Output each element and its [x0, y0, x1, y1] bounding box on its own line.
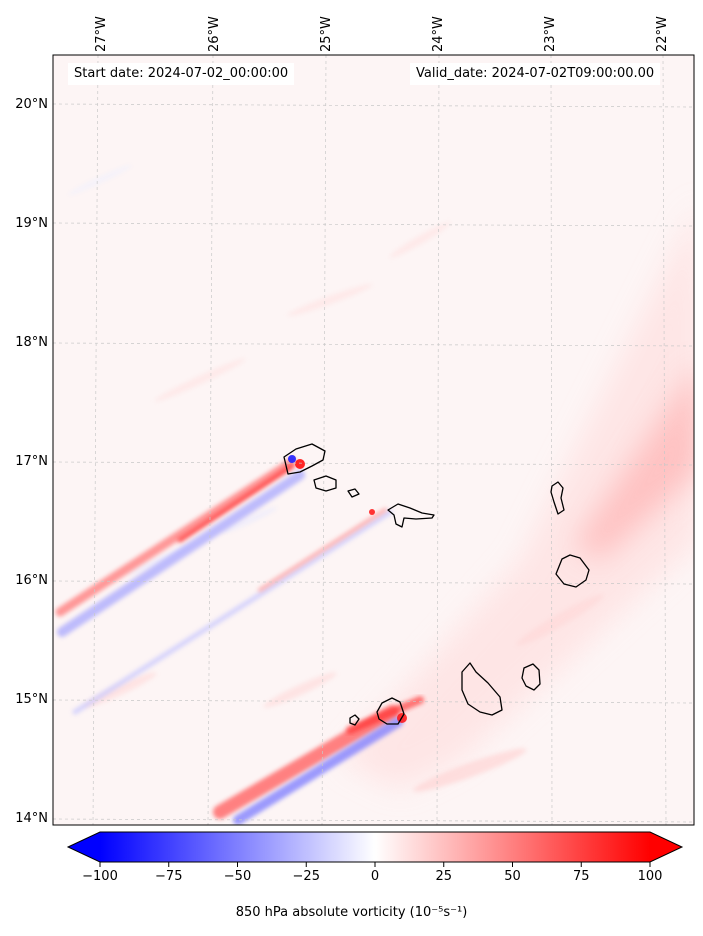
island-sao-vicente — [313, 475, 337, 492]
meridian-24w — [436, 55, 440, 825]
wake-sao-nicolau — [72, 508, 393, 715]
island-boa-vista — [555, 554, 590, 588]
island-fogo — [376, 697, 405, 725]
meridian-23w — [550, 55, 553, 825]
lat-label-19n: 19°N — [15, 216, 48, 231]
colorbar-tick-label: −75 — [155, 869, 183, 884]
map-frame — [52, 54, 695, 826]
colorbar-tick-label: 75 — [572, 869, 590, 884]
colorbar-tick-label: −50 — [223, 869, 252, 884]
island-santiago — [461, 662, 503, 716]
coastlines — [283, 443, 590, 726]
wake-fogo — [213, 696, 424, 825]
lon-label-22w: 22°W — [655, 16, 670, 52]
parallel-14n — [53, 818, 694, 823]
fogo-local-max-marker — [295, 459, 305, 469]
start-date-text: Start date: 2024-07-02_00:00:00 — [74, 66, 289, 81]
colorbar-extend-low — [68, 832, 100, 862]
lat-label-18n: 18°N — [15, 335, 48, 350]
parallel-20n — [53, 103, 694, 108]
colorbar-tick-label: −100 — [82, 869, 118, 884]
colorbar-title: 850 hPa absolute vorticity (10⁻⁵s⁻¹) — [0, 905, 703, 920]
colorbar-title-text: 850 hPa absolute vorticity (10⁻⁵s⁻¹) — [235, 905, 468, 920]
meridian-22w — [662, 55, 667, 825]
island-brava — [349, 714, 360, 726]
lat-label-14n: 14°N — [15, 811, 48, 826]
gridlines — [53, 55, 694, 825]
island-santo-antao — [283, 443, 326, 475]
lat-label-16n: 16°N — [15, 573, 48, 588]
meridian-26w — [207, 55, 214, 825]
lon-label-26w: 26°W — [207, 16, 222, 52]
island-sal — [550, 481, 565, 515]
meridian-27w — [92, 55, 99, 825]
wake-santo-antao — [55, 457, 305, 637]
colorbar — [66, 831, 684, 867]
island-santa-luzia — [347, 488, 360, 498]
start-date-label: Start date: 2024-07-02_00:00:00 — [68, 63, 295, 85]
colorbar-extend-high — [650, 832, 682, 862]
parallel-15n — [53, 699, 694, 704]
lat-label-20n: 20°N — [15, 97, 48, 112]
parallel-17n — [53, 461, 694, 466]
valid-date-label: Valid_date: 2024-07-02T09:00:00.00 — [410, 63, 661, 85]
lon-label-25w: 25°W — [319, 16, 334, 52]
lon-label-24w: 24°W — [431, 16, 446, 52]
local-min-marker — [288, 455, 296, 463]
lon-label-27w: 27°W — [94, 16, 109, 52]
island-maio — [521, 663, 541, 691]
local-max-marker-small — [369, 509, 375, 515]
colorbar-gradient — [100, 832, 650, 862]
parallel-16n — [53, 580, 694, 585]
colorbar-tick-label: 50 — [504, 869, 521, 884]
island-sao-nicolau — [387, 503, 435, 528]
parallel-18n — [53, 342, 694, 347]
lat-label-15n: 15°N — [15, 692, 48, 707]
valid-date-text: Valid_date: 2024-07-02T09:00:00.00 — [416, 66, 655, 81]
field-speckles — [68, 164, 604, 792]
meridian-25w — [321, 55, 327, 825]
parallel-19n — [53, 222, 694, 227]
vorticity-field — [53, 55, 694, 825]
colorbar-tick-label: 100 — [637, 869, 663, 884]
colorbar-tick-label: 0 — [370, 869, 380, 884]
lon-label-23w: 23°W — [543, 16, 558, 52]
colorbar-tick-label: −25 — [292, 869, 320, 884]
lat-label-17n: 17°N — [15, 454, 48, 469]
colorbar-tick-label: 25 — [435, 869, 453, 884]
